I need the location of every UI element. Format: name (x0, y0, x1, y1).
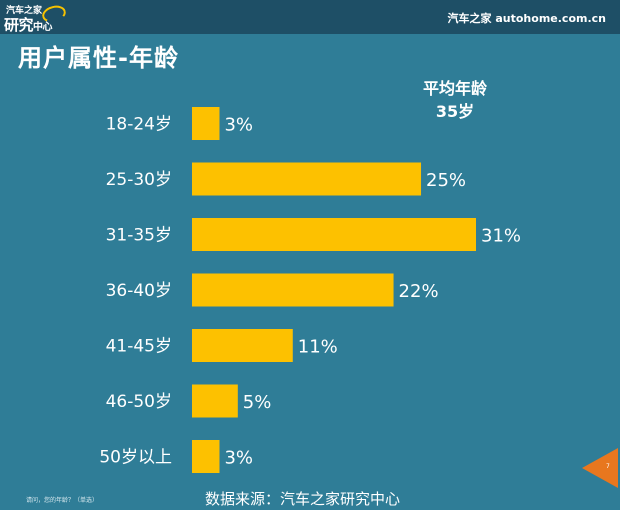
page-title: 用户属性-年龄 (18, 44, 179, 72)
category-label-5: 46-50岁 (106, 392, 172, 412)
bar-2 (192, 218, 476, 251)
bar-5 (192, 384, 238, 418)
logo-text-bottom: 研究中心 (4, 14, 53, 35)
bar-4 (192, 329, 293, 362)
bar-0 (192, 107, 220, 140)
survey-question-note: 请问，您的年龄？（单选） (26, 497, 99, 504)
logo-text-research: 研究 (4, 16, 34, 34)
bar-3 (192, 273, 394, 307)
category-label-4: 41-45岁 (106, 337, 172, 357)
page-corner-tab (582, 448, 618, 488)
category-label-3: 36-40岁 (106, 281, 172, 301)
average-age-value: 35岁 (435, 102, 475, 121)
value-label-3: 22% (399, 281, 439, 302)
category-label-1: 25-30岁 (106, 170, 172, 190)
brand-url: 汽车之家 autohome.com.cn (447, 12, 606, 25)
page-number: 7 (606, 463, 610, 470)
category-label-6: 50岁以上 (99, 448, 172, 468)
value-label-0: 3% (224, 115, 253, 136)
logo-text-top: 汽车之家 (6, 6, 43, 16)
category-label-0: 18-24岁 (106, 115, 172, 135)
value-label-6: 3% (224, 448, 253, 469)
bar-6 (192, 440, 220, 473)
average-age-label: 平均年龄 (422, 79, 487, 98)
top-bar: 汽车之家 研究中心 汽车之家 autohome.com.cn (0, 0, 620, 34)
brand-logo: 汽车之家 研究中心 (2, 1, 72, 35)
logo-text-center: 中心 (33, 22, 53, 33)
category-label-2: 31-35岁 (106, 226, 172, 246)
value-label-2: 31% (481, 226, 521, 247)
value-label-5: 5% (243, 392, 272, 413)
data-source: 数据来源：汽车之家研究中心 (205, 490, 401, 508)
value-label-4: 11% (298, 337, 338, 358)
value-label-1: 25% (426, 170, 466, 191)
bar-1 (192, 162, 422, 196)
